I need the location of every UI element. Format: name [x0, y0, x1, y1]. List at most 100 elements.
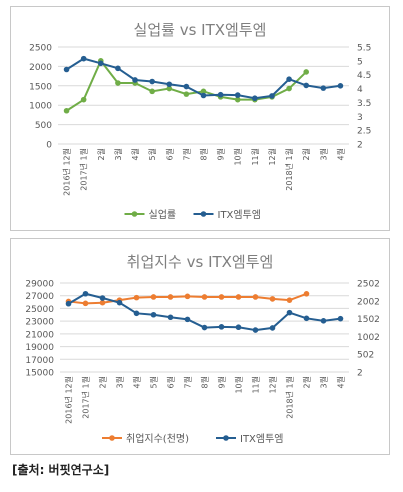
x-tick-label: 3월: [115, 376, 125, 388]
data-point-0: [184, 293, 191, 300]
y-right-tick-label: 2: [357, 369, 363, 379]
y-left-tick-label: 23000: [25, 318, 54, 328]
x-tick-label-line: 6월: [166, 376, 176, 388]
x-tick-label-line: 2017년 1월: [79, 148, 89, 191]
x-tick-label: 6월: [164, 148, 174, 160]
data-point-0: [218, 294, 225, 300]
data-point-1: [269, 93, 275, 99]
data-point-0: [80, 96, 87, 103]
data-point-0: [115, 80, 121, 86]
chart-panel-employment: 취업지수 vs ITX엠투엠 15000 17000 19000 21000 23000 2…: [10, 238, 390, 455]
legend-swatch-marker: [109, 435, 115, 441]
x-tick-label: 10월: [234, 376, 244, 394]
x-tick-label-line: 4월: [132, 376, 142, 388]
data-point-1: [63, 66, 70, 73]
data-point-1: [252, 95, 258, 102]
data-point-1: [303, 315, 310, 322]
x-tick-label: 2017년 1월: [79, 148, 89, 191]
x-tick-label-line: 2월: [98, 376, 108, 388]
x-tick-label: 4월: [336, 376, 346, 388]
legend-label: ITX엠투엠: [240, 433, 284, 445]
data-point-0: [201, 294, 208, 300]
x-tick-label-line: 3월: [319, 376, 329, 388]
data-point-0: [200, 88, 207, 95]
y-left-tick-label: 500: [35, 121, 52, 131]
data-point-1: [201, 324, 208, 331]
data-point-1: [252, 327, 259, 333]
x-tick-label: 4월: [132, 376, 142, 388]
data-point-1: [337, 83, 344, 89]
y-left-tick-label: 0: [46, 141, 52, 151]
x-tick-label-line: 2018년 1월: [285, 376, 295, 419]
data-point-1: [269, 325, 276, 331]
x-tick-label: 4월: [335, 148, 345, 160]
x-tick-label: 8월: [200, 376, 210, 388]
chart-title: 취업지수 vs ITX엠투엠: [127, 253, 274, 271]
data-point-0: [82, 300, 89, 307]
x-tick-label-line: 8월: [199, 148, 209, 160]
x-tick-label-line: 4월: [336, 376, 346, 388]
x-tick-label: 10월: [233, 148, 243, 166]
data-point-0: [150, 294, 157, 300]
y-right-tick-label: 2002: [357, 297, 380, 307]
y-right-tick-label: 4.5: [357, 71, 371, 81]
data-point-1: [99, 295, 106, 301]
x-tick-label-line: 7월: [181, 148, 191, 160]
data-point-1: [200, 92, 207, 99]
employment-chart-svg: 취업지수 vs ITX엠투엠 15000 17000 19000 21000 23000 2…: [25, 253, 380, 445]
legend-label: 실업률: [149, 208, 177, 221]
x-tick-label-line: 12월: [268, 376, 278, 394]
data-point-1: [65, 300, 72, 307]
data-point-1: [166, 81, 173, 88]
x-tick-label-line: 11월: [250, 148, 260, 166]
legend-swatch-marker: [200, 211, 207, 217]
x-tick-label: 9월: [216, 148, 226, 160]
data-point-1: [167, 314, 174, 321]
x-tick-label-line: 8월: [200, 376, 210, 388]
y-left-tick-label: 27000: [25, 292, 54, 302]
y-right-tick-label: 5: [357, 57, 363, 67]
y-right-tick-label: 1502: [357, 315, 380, 325]
data-point-0: [235, 294, 242, 300]
x-tick-label: 12월: [268, 376, 278, 394]
y-left-tick-label: 25000: [25, 305, 54, 315]
data-point-1: [303, 82, 310, 89]
x-tick-label: 5월: [147, 148, 157, 160]
data-point-0: [149, 88, 155, 95]
data-point-1: [97, 60, 104, 67]
x-tick-label-line: 9월: [216, 148, 226, 160]
data-point-0: [166, 85, 173, 92]
data-point-0: [63, 107, 70, 114]
x-tick-label: 7월: [181, 148, 191, 160]
source-caption: [출처: 버핏연구소]: [12, 463, 110, 477]
x-tick-label: 2018년 1월: [284, 148, 294, 191]
y-right-tick-label: 5.5: [357, 44, 371, 54]
x-tick-label: 2월: [301, 148, 311, 160]
data-point-1: [80, 55, 87, 62]
data-point-0: [269, 296, 276, 302]
data-point-1: [218, 324, 225, 330]
y-left-tick-label: 1000: [29, 102, 52, 112]
x-tick-label-line: 9월: [217, 376, 227, 388]
data-point-0: [252, 294, 259, 300]
y-right-tick-label: 1002: [357, 333, 380, 343]
x-tick-label: 7월: [183, 376, 193, 388]
data-point-1: [133, 310, 140, 317]
data-point-0: [234, 96, 241, 103]
x-tick-label: 2월: [98, 376, 108, 388]
x-tick-label-line: 11월: [251, 376, 261, 394]
legend-label: ITX엠투엠: [218, 209, 262, 221]
legend-swatch-marker: [131, 211, 138, 217]
unemployment-chart-svg: 실업률 vs ITX엠투엠 0 500 1000 1500 2000 2500 2 2.5 3 3.…: [29, 21, 371, 221]
y-right-tick-label: 3: [357, 113, 363, 123]
legend-swatch-marker: [223, 435, 229, 441]
data-point-1: [234, 92, 241, 98]
x-tick-label: 3월: [113, 148, 123, 160]
data-point-1: [320, 85, 327, 91]
x-tick-label: 11월: [250, 148, 260, 166]
x-tick-label: 2월: [302, 376, 312, 388]
x-tick-label-line: 2월: [302, 376, 312, 388]
data-point-0: [286, 297, 293, 303]
x-tick-label-line: 7월: [183, 376, 193, 388]
x-tick-label: 2017년 1월: [81, 376, 91, 419]
